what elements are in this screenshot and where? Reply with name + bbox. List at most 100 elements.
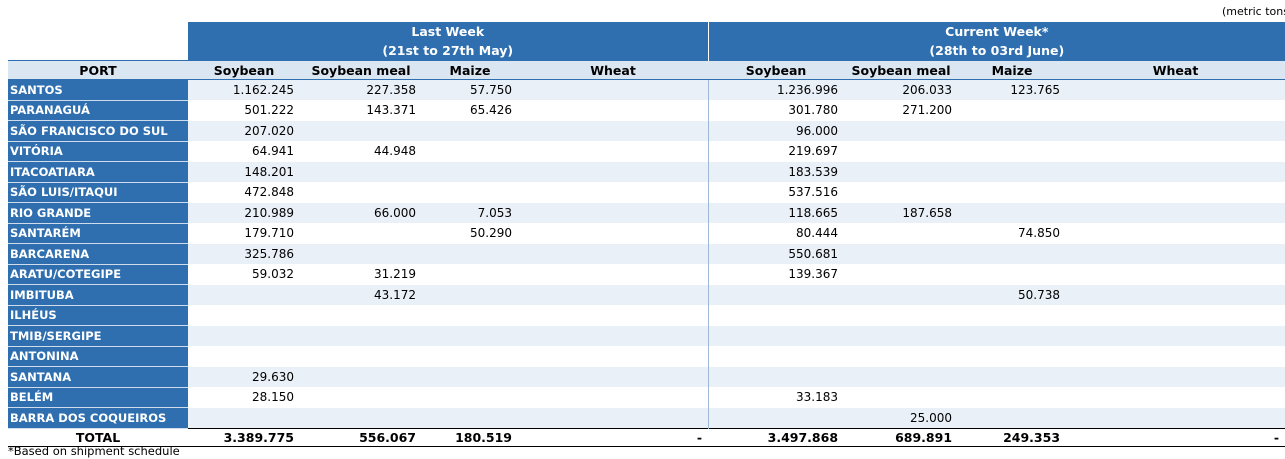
last-week-wheat-cell bbox=[518, 325, 709, 346]
last-week-maize-cell bbox=[422, 305, 518, 326]
current-week-soybean-meal-cell: 271.200 bbox=[844, 100, 959, 121]
current-week-maize-cell bbox=[958, 387, 1067, 408]
table-row: IMBITUBA 43.172 50.738 bbox=[8, 284, 1285, 306]
last-week-soybean-meal-cell bbox=[300, 182, 422, 203]
current-week-wheat-cell bbox=[1066, 387, 1285, 408]
last-week-maize-cell bbox=[422, 120, 518, 141]
last-week-soybean-cell: 59.032 bbox=[188, 264, 300, 285]
port-name-cell: ARATU/COTEGIPE bbox=[8, 264, 188, 285]
current-week-wheat-cell bbox=[1066, 161, 1285, 182]
last-week-soybean-cell: 29.630 bbox=[188, 366, 300, 387]
table-row: ITACOATIARA 148.201 183.539 bbox=[8, 161, 1285, 183]
current-week-soybean-meal-cell bbox=[844, 120, 959, 141]
current-week-wheat-total: - bbox=[1066, 427, 1285, 447]
table-row: SÃO LUIS/ITAQUI 472.848 537.516 bbox=[8, 182, 1285, 203]
current-week-wheat-cell bbox=[1066, 243, 1285, 264]
current-week-soybean-meal-cell bbox=[844, 366, 959, 387]
current-week-maize-cell bbox=[958, 182, 1067, 203]
current-week-soybean-meal-cell bbox=[844, 182, 959, 203]
last-week-soybean-meal-cell bbox=[300, 223, 422, 244]
port-name-cell: ANTONINA bbox=[8, 346, 188, 367]
current-week-wheat-cell bbox=[1066, 223, 1285, 244]
current-week-title: Current Week* bbox=[708, 22, 1285, 41]
last-week-maize-cell bbox=[422, 264, 518, 285]
port-name-cell: ITACOATIARA bbox=[8, 161, 188, 183]
last-week-maize-cell bbox=[422, 346, 518, 367]
week-range-row: (21st to 27th May) (28th to 03rd June) bbox=[8, 41, 1285, 61]
last-week-soybean-cell: 210.989 bbox=[188, 202, 300, 223]
last-week-soybean-meal-cell bbox=[300, 325, 422, 346]
current-week-soybean-meal-cell bbox=[844, 141, 959, 162]
current-week-soybean-meal-cell: 187.658 bbox=[844, 202, 959, 223]
current-week-soybean-meal-cell bbox=[844, 346, 959, 367]
column-header-cw-maize: Maize bbox=[958, 60, 1067, 80]
current-week-soybean-cell: 96.000 bbox=[708, 120, 845, 141]
current-week-wheat-cell bbox=[1066, 182, 1285, 203]
last-week-wheat-total: - bbox=[518, 427, 709, 447]
last-week-soybean-cell: 28.150 bbox=[188, 387, 300, 408]
last-week-soybean-cell bbox=[188, 346, 300, 367]
port-name-cell: PARANAGUÁ bbox=[8, 100, 188, 121]
last-week-soybean-cell: 1.162.245 bbox=[188, 79, 300, 100]
current-week-maize-cell: 74.850 bbox=[958, 223, 1067, 244]
current-week-wheat-cell bbox=[1066, 202, 1285, 223]
current-week-wheat-cell bbox=[1066, 79, 1285, 100]
column-header-cw-soybean: Soybean bbox=[708, 60, 845, 80]
current-week-soybean-meal-total: 689.891 bbox=[844, 427, 959, 447]
current-week-soybean-cell bbox=[708, 366, 845, 387]
last-week-maize-cell bbox=[422, 366, 518, 387]
table-row: SANTOS 1.162.245 227.358 57.750 1.236.996 206… bbox=[8, 79, 1285, 101]
last-week-wheat-cell bbox=[518, 182, 709, 203]
last-week-soybean-cell bbox=[188, 305, 300, 326]
port-name-cell: RIO GRANDE bbox=[8, 202, 188, 224]
last-week-wheat-cell bbox=[518, 346, 709, 367]
current-week-wheat-cell bbox=[1066, 120, 1285, 141]
last-week-title: Last Week bbox=[188, 22, 709, 41]
table-row: BARCARENA 325.786 550.681 bbox=[8, 243, 1285, 265]
current-week-soybean-meal-cell bbox=[844, 284, 959, 305]
last-week-wheat-cell bbox=[518, 284, 709, 305]
column-header-lw-soybean: Soybean bbox=[188, 60, 300, 80]
current-week-soybean-total: 3.497.868 bbox=[708, 427, 845, 447]
last-week-soybean-cell: 472.848 bbox=[188, 182, 300, 203]
port-name-cell: ILHÉUS bbox=[8, 305, 188, 326]
current-week-maize-cell bbox=[958, 141, 1067, 162]
last-week-soybean-meal-cell bbox=[300, 305, 422, 326]
last-week-soybean-cell: 501.222 bbox=[188, 100, 300, 121]
last-week-soybean-cell bbox=[188, 407, 300, 428]
last-week-soybean-cell bbox=[188, 284, 300, 305]
last-week-soybean-meal-cell bbox=[300, 346, 422, 367]
current-week-soybean-meal-cell bbox=[844, 161, 959, 182]
port-name-cell: BELÉM bbox=[8, 387, 188, 408]
current-week-wheat-cell bbox=[1066, 100, 1285, 121]
current-week-soybean-cell: 118.665 bbox=[708, 202, 845, 223]
total-label: TOTAL bbox=[8, 427, 188, 447]
last-week-soybean-meal-cell: 227.358 bbox=[300, 79, 422, 100]
table-row: BARRA DOS COQUEIROS 25.000 bbox=[8, 407, 1285, 429]
current-week-wheat-cell bbox=[1066, 305, 1285, 326]
current-week-soybean-cell bbox=[708, 284, 845, 305]
column-header-row: PORT Soybean Soybean meal Maize Wheat So… bbox=[8, 60, 1285, 80]
current-week-wheat-cell bbox=[1066, 264, 1285, 285]
current-week-wheat-cell bbox=[1066, 325, 1285, 346]
port-name-cell: SÃO LUIS/ITAQUI bbox=[8, 182, 188, 203]
current-week-maize-cell bbox=[958, 202, 1067, 223]
current-week-soybean-meal-cell bbox=[844, 305, 959, 326]
last-week-soybean-cell: 207.020 bbox=[188, 120, 300, 141]
table-row: PARANAGUÁ 501.222 143.371 65.426 301.780 271.… bbox=[8, 100, 1285, 121]
current-week-soybean-cell: 537.516 bbox=[708, 182, 845, 203]
table-row: ILHÉUS bbox=[8, 305, 1285, 326]
last-week-soybean-meal-cell: 66.000 bbox=[300, 202, 422, 223]
current-week-wheat-cell bbox=[1066, 346, 1285, 367]
column-header-cw-wheat: Wheat bbox=[1066, 60, 1285, 80]
current-week-soybean-cell bbox=[708, 346, 845, 367]
table-row: BELÉM 28.150 33.183 bbox=[8, 387, 1285, 408]
current-week-soybean-cell bbox=[708, 305, 845, 326]
table-row: ANTONINA bbox=[8, 346, 1285, 367]
last-week-soybean-cell bbox=[188, 325, 300, 346]
port-name-cell: SÃO FRANCISCO DO SUL bbox=[8, 120, 188, 142]
last-week-maize-cell bbox=[422, 325, 518, 346]
current-week-soybean-cell: 139.367 bbox=[708, 264, 845, 285]
last-week-maize-total: 180.519 bbox=[422, 427, 518, 447]
last-week-soybean-meal-cell: 31.219 bbox=[300, 264, 422, 285]
